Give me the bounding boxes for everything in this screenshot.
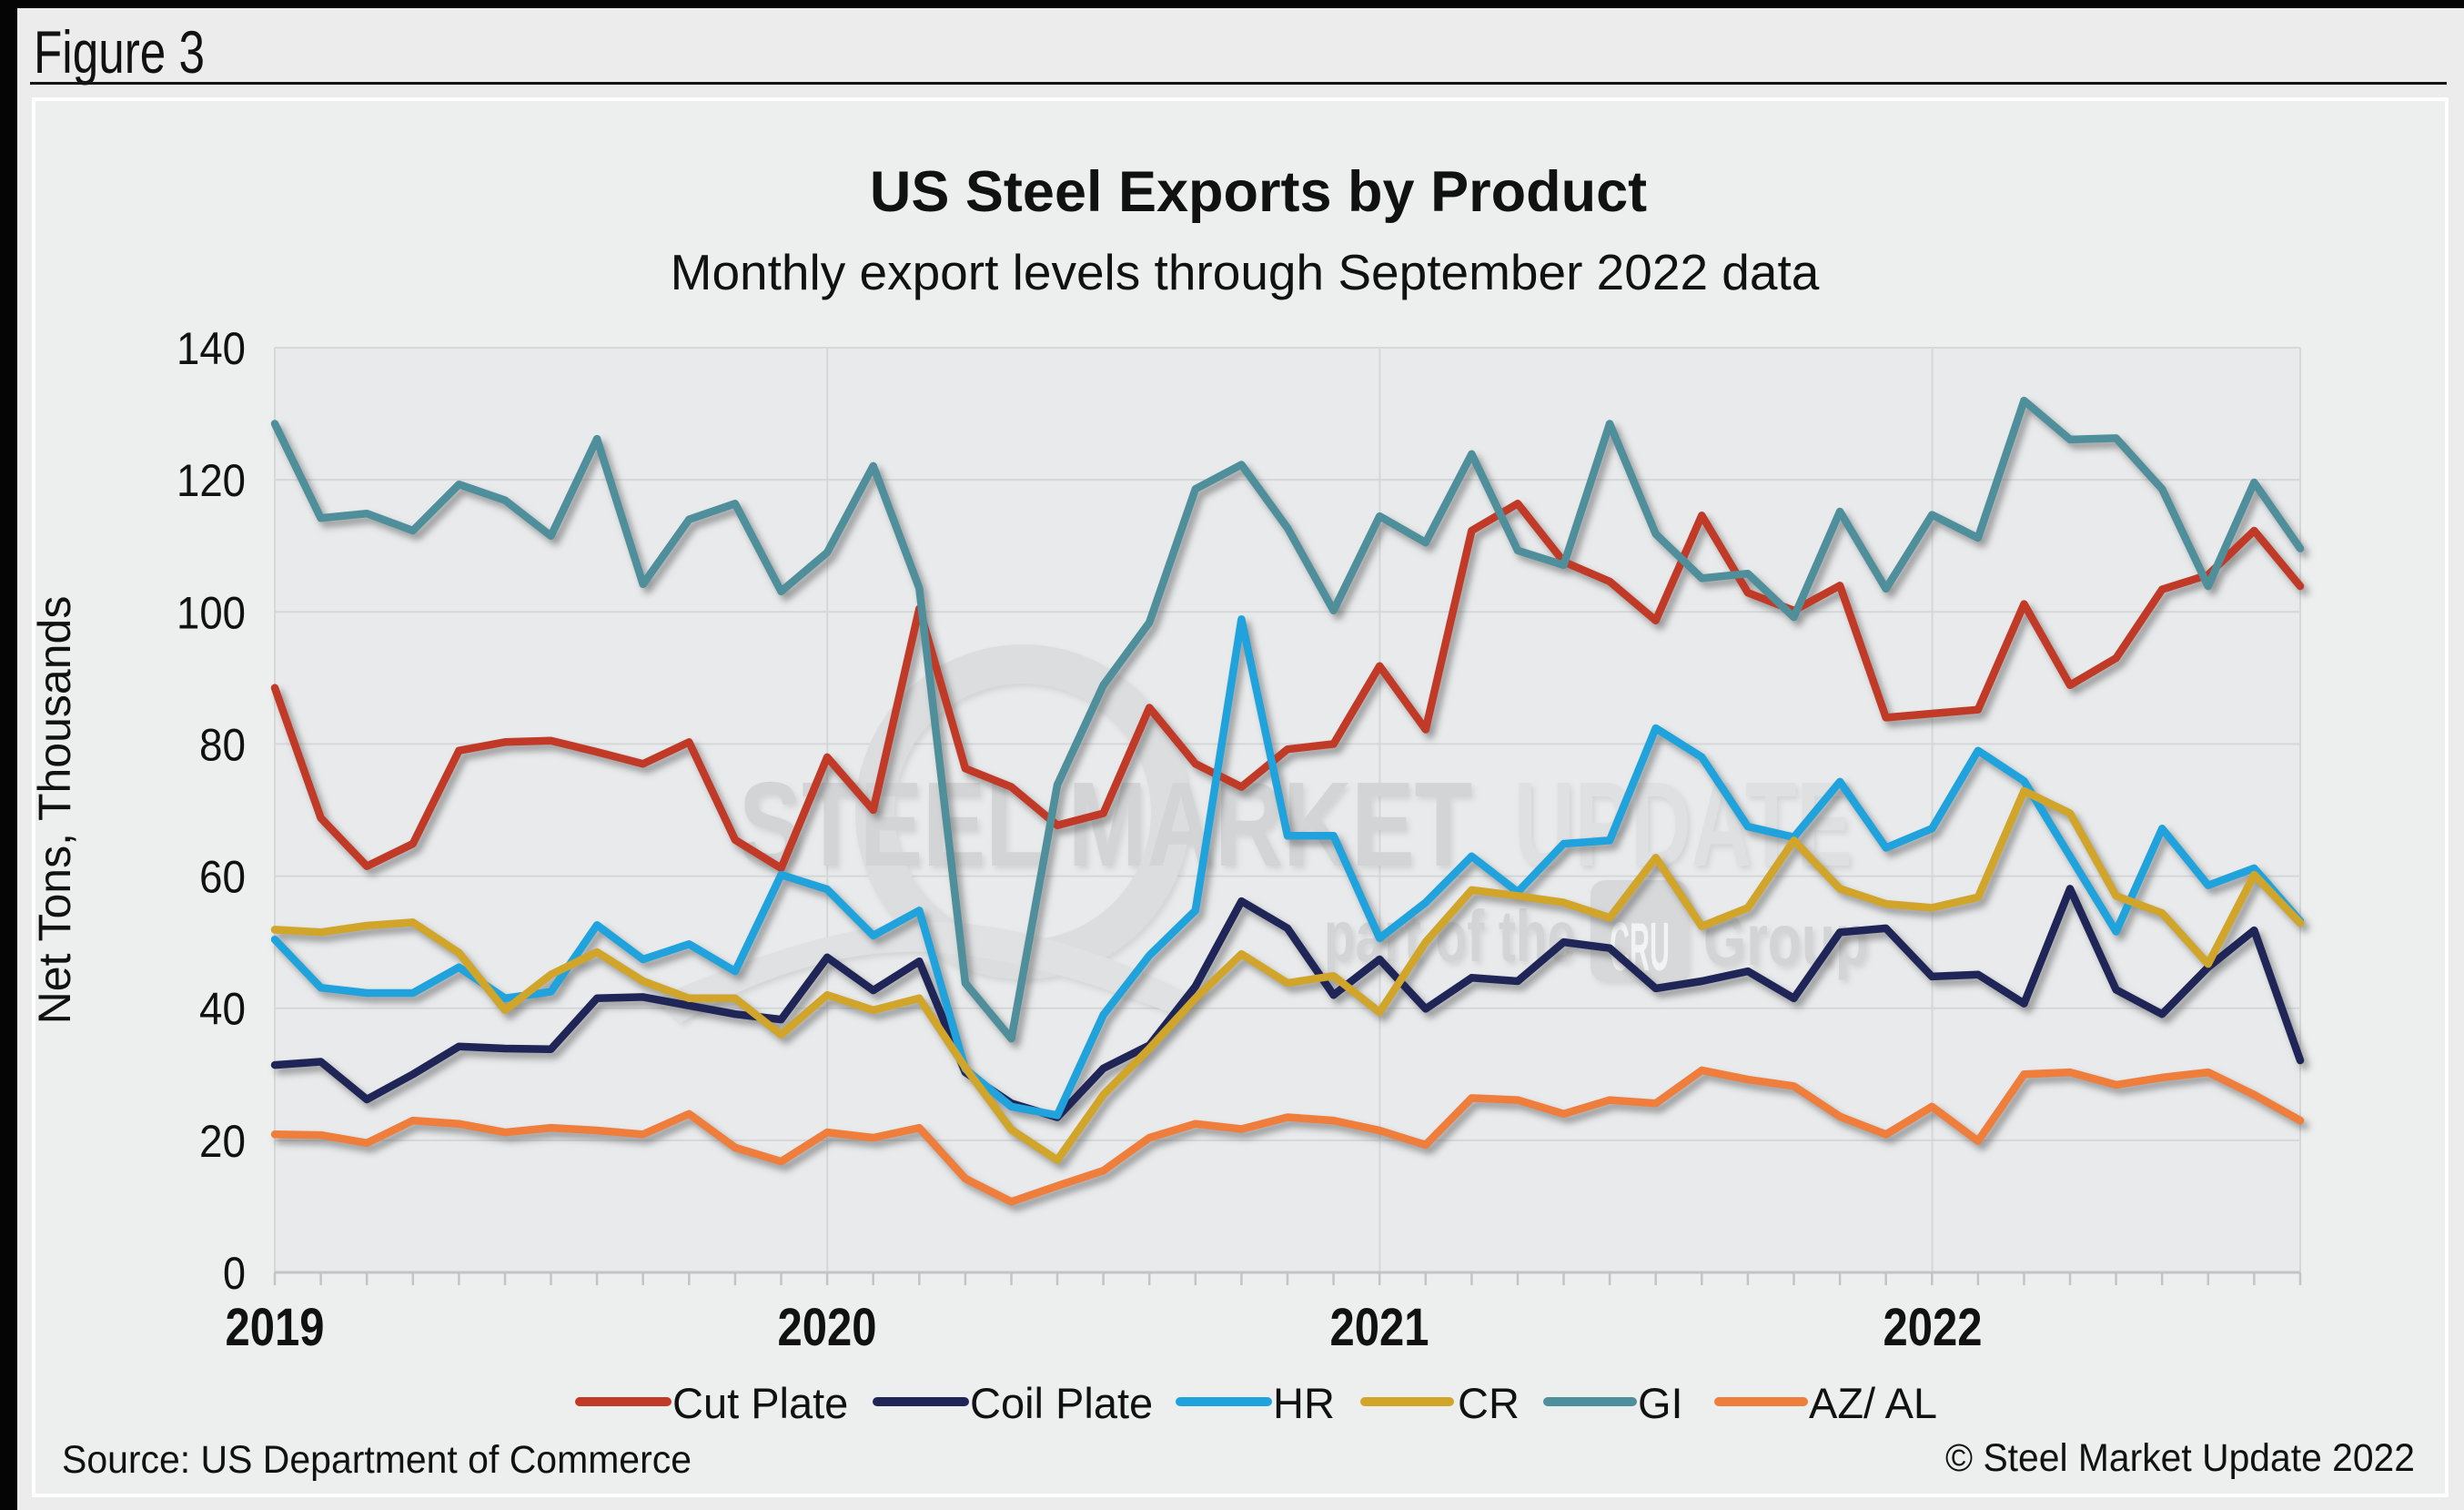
svg-text:Cut Plate: Cut Plate	[672, 1379, 848, 1427]
svg-text:0: 0	[223, 1248, 246, 1299]
svg-text:US Steel Exports by Product: US Steel Exports by Product	[870, 160, 1647, 224]
svg-text:40: 40	[199, 984, 246, 1035]
svg-text:60: 60	[199, 852, 246, 903]
svg-text:Monthly export levels through: Monthly export levels through September …	[671, 244, 1820, 300]
svg-text:Source: US Department of Comme: Source: US Department of Commerce	[62, 1438, 692, 1482]
svg-text:2021: 2021	[1330, 1298, 1429, 1357]
svg-text:GI: GI	[1638, 1379, 1683, 1427]
svg-text:© Steel Market Update 2022: © Steel Market Update 2022	[1945, 1436, 2415, 1480]
svg-text:Group: Group	[1703, 899, 1869, 980]
svg-text:2022: 2022	[1883, 1298, 1983, 1357]
svg-text:HR: HR	[1273, 1379, 1335, 1427]
svg-text:80: 80	[199, 719, 246, 770]
svg-text:100: 100	[177, 587, 246, 638]
svg-text:Net Tons, Thousands: Net Tons, Thousands	[29, 596, 80, 1025]
svg-text:UPDATE: UPDATE	[1514, 757, 1853, 891]
svg-text:2019: 2019	[226, 1298, 325, 1357]
svg-text:AZ/ AL: AZ/ AL	[1809, 1379, 1937, 1427]
svg-text:Figure 3: Figure 3	[34, 18, 205, 86]
svg-text:20: 20	[199, 1116, 246, 1167]
svg-text:CR: CR	[1458, 1379, 1520, 1427]
svg-text:140: 140	[177, 323, 246, 374]
svg-text:Coil Plate: Coil Plate	[970, 1379, 1153, 1427]
svg-text:120: 120	[177, 455, 246, 506]
svg-text:2020: 2020	[778, 1298, 877, 1357]
